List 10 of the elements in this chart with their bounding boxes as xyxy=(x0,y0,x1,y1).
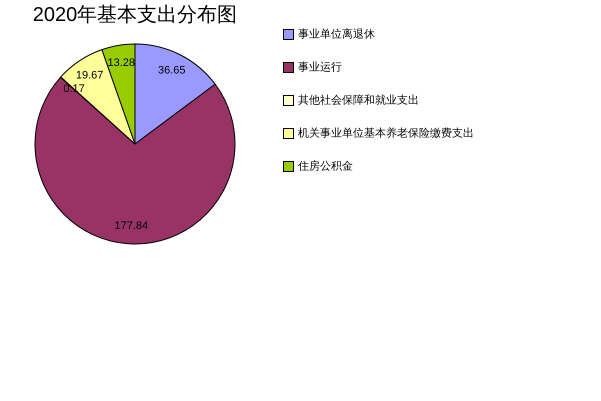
legend-label: 其他社会保障和就业支出 xyxy=(298,94,419,106)
legend-label: 事业单位离退休 xyxy=(298,28,375,40)
legend-label: 住房公积金 xyxy=(298,160,353,172)
data-label: 13.28 xyxy=(107,57,136,70)
legend-label: 事业运行 xyxy=(298,60,342,74)
data-label: 177.84 xyxy=(114,220,148,232)
data-label: 19.67 xyxy=(76,70,104,82)
legend-label: 机关事业单位基本养老保险缴费支出 xyxy=(298,126,474,140)
data-label: 36.65 xyxy=(158,64,186,77)
chart-title: 2020年基本支出分布图 xyxy=(32,4,238,26)
